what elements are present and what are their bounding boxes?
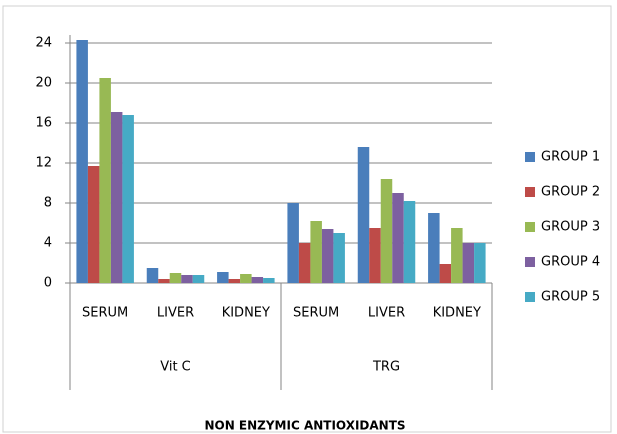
- bar: [181, 275, 193, 283]
- bar: [474, 243, 486, 283]
- x-tick-label: LIVER: [157, 306, 194, 321]
- bar: [380, 179, 393, 283]
- bar: [87, 166, 100, 283]
- bar: [192, 275, 205, 283]
- legend-label: GROUP 3: [541, 220, 600, 235]
- bar: [333, 233, 345, 283]
- bar: [122, 115, 134, 283]
- y-tick-label: 24: [35, 36, 52, 51]
- x-tick-label: LIVER: [368, 306, 405, 321]
- legend-swatch: [525, 152, 535, 162]
- legend-label: GROUP 2: [541, 185, 600, 200]
- legend-swatch: [525, 257, 535, 267]
- legend-swatch: [525, 187, 535, 197]
- y-tick-label: 16: [35, 116, 52, 131]
- legend-label: GROUP 1: [541, 150, 600, 165]
- x-tick-label: SERUM: [82, 306, 128, 321]
- legend-label: GROUP 5: [541, 290, 600, 305]
- bar: [110, 112, 123, 283]
- bar: [217, 272, 229, 283]
- y-tick-label: 4: [44, 236, 52, 251]
- bar: [158, 279, 170, 283]
- y-tick-label: 12: [35, 156, 52, 171]
- bar: [357, 147, 370, 283]
- bar: [169, 273, 182, 283]
- bar: [76, 40, 88, 283]
- bar: [451, 228, 463, 283]
- bar: [287, 203, 299, 283]
- legend-swatch: [525, 292, 535, 302]
- y-tick-label: 20: [35, 76, 52, 91]
- bar: [146, 268, 159, 283]
- bar: [298, 243, 311, 283]
- bar: [369, 228, 381, 283]
- bar: [439, 264, 452, 283]
- bar: [310, 221, 322, 283]
- legend-swatch: [525, 222, 535, 232]
- bar: [240, 274, 252, 283]
- x-tick-label: KIDNEY: [222, 306, 270, 321]
- bar: [228, 279, 241, 283]
- y-tick-label: 0: [44, 276, 52, 291]
- legend-label: GROUP 4: [541, 255, 600, 270]
- bar: [392, 193, 404, 283]
- group-label: Vit C: [160, 360, 191, 375]
- group-label: TRG: [372, 360, 400, 375]
- y-tick-label: 8: [44, 196, 52, 211]
- x-tick-label: SERUM: [293, 306, 339, 321]
- bar: [99, 78, 111, 283]
- bar: [462, 243, 475, 283]
- bar: [403, 201, 416, 283]
- chart-frame: [2, 5, 612, 433]
- x-tick-label: KIDNEY: [433, 306, 481, 321]
- bar: [428, 213, 440, 283]
- x-axis-title: NON ENZYMIC ANTIOXIDANTS: [204, 419, 405, 433]
- bar: [263, 278, 275, 283]
- bar: [251, 277, 264, 283]
- bar: [321, 229, 334, 283]
